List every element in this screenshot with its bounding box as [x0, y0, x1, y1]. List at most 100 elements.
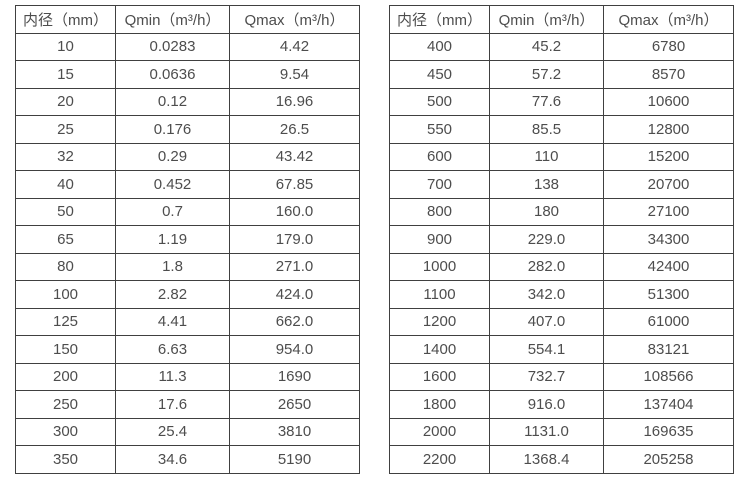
table-row: 150 6.63 954.0 [15, 335, 360, 364]
table-cell: 4.42 [229, 32, 360, 61]
table-cell: 282.0 [489, 252, 604, 281]
table-row: 15 0.0636 9.54 [15, 60, 360, 89]
table-row: 400 45.2 6780 [389, 32, 734, 61]
table-row: 25 0.176 26.5 [15, 115, 360, 144]
table-row: 20 0.12 16.96 [15, 87, 360, 116]
table-cell: 200 [15, 362, 116, 391]
column-header: Qmin（m³/h） [115, 5, 230, 34]
table-row: 2200 1368.4 205258 [389, 445, 734, 474]
table-cell: 0.176 [115, 115, 230, 144]
table-cell: 6.63 [115, 335, 230, 364]
table-cell: 229.0 [489, 225, 604, 254]
table-cell: 732.7 [489, 362, 604, 391]
table-cell: 11.3 [115, 362, 230, 391]
table-row: 550 85.5 12800 [389, 115, 734, 144]
table-row: 250 17.6 2650 [15, 390, 360, 419]
table-cell: 34.6 [115, 445, 230, 474]
table-cell: 45.2 [489, 32, 604, 61]
table-cell: 20 [15, 87, 116, 116]
table-cell: 15 [15, 60, 116, 89]
table-row: 100 2.82 424.0 [15, 280, 360, 309]
table-cell: 0.0283 [115, 32, 230, 61]
table-row: 1200 407.0 61000 [389, 307, 734, 336]
table-cell: 179.0 [229, 225, 360, 254]
table-cell: 350 [15, 445, 116, 474]
table-cell: 100 [15, 280, 116, 309]
table-cell: 1200 [389, 307, 490, 336]
table-cell: 1600 [389, 362, 490, 391]
table-row: 500 77.6 10600 [389, 87, 734, 116]
table-cell: 954.0 [229, 335, 360, 364]
table-cell: 0.452 [115, 170, 230, 199]
table-cell: 1000 [389, 252, 490, 281]
table-cell: 700 [389, 170, 490, 199]
table-cell: 1100 [389, 280, 490, 309]
table-cell: 342.0 [489, 280, 604, 309]
table-cell: 10 [15, 32, 116, 61]
table-cell: 205258 [603, 445, 734, 474]
table-cell: 500 [389, 87, 490, 116]
table-cell: 27100 [603, 197, 734, 226]
column-header: 内径（mm） [389, 5, 490, 34]
table-cell: 8570 [603, 60, 734, 89]
table-cell: 1800 [389, 390, 490, 419]
table-cell: 2650 [229, 390, 360, 419]
column-header: Qmax（m³/h） [229, 5, 360, 34]
table-cell: 40 [15, 170, 116, 199]
table-cell: 400 [389, 32, 490, 61]
table-cell: 6780 [603, 32, 734, 61]
table-cell: 4.41 [115, 307, 230, 336]
table-cell: 169635 [603, 417, 734, 446]
table-row: 600 110 15200 [389, 142, 734, 171]
table-row: 300 25.4 3810 [15, 417, 360, 446]
table-row: 200 11.3 1690 [15, 362, 360, 391]
table-cell: 1690 [229, 362, 360, 391]
table-cell: 900 [389, 225, 490, 254]
table-cell: 407.0 [489, 307, 604, 336]
table-cell: 43.42 [229, 142, 360, 171]
column-header: Qmax（m³/h） [603, 5, 734, 34]
table-row: 1800 916.0 137404 [389, 390, 734, 419]
table-row: 65 1.19 179.0 [15, 225, 360, 254]
table-row: 1600 732.7 108566 [389, 362, 734, 391]
table-cell: 137404 [603, 390, 734, 419]
table-cell: 17.6 [115, 390, 230, 419]
column-header: Qmin（m³/h） [489, 5, 604, 34]
table-cell: 3810 [229, 417, 360, 446]
table-cell: 450 [389, 60, 490, 89]
table-cell: 108566 [603, 362, 734, 391]
table-row: 2000 1131.0 169635 [389, 417, 734, 446]
table-cell: 25 [15, 115, 116, 144]
table-cell: 550 [389, 115, 490, 144]
table-cell: 138 [489, 170, 604, 199]
table-cell: 600 [389, 142, 490, 171]
table-row: 700 138 20700 [389, 170, 734, 199]
table-cell: 25.4 [115, 417, 230, 446]
table-cell: 2000 [389, 417, 490, 446]
table-row: 1100 342.0 51300 [389, 280, 734, 309]
table-cell: 0.29 [115, 142, 230, 171]
table-cell: 2200 [389, 445, 490, 474]
table-row: 450 57.2 8570 [389, 60, 734, 89]
flow-range-table-large-diameters: 内径（mm） Qmin（m³/h） Qmax（m³/h） 400 45.2 6780 45… [389, 5, 734, 474]
table-cell: 1131.0 [489, 417, 604, 446]
table-cell: 160.0 [229, 197, 360, 226]
table-cell: 12800 [603, 115, 734, 144]
table-row: 50 0.7 160.0 [15, 197, 360, 226]
table-cell: 85.5 [489, 115, 604, 144]
table-row: 32 0.29 43.42 [15, 142, 360, 171]
table-cell: 83121 [603, 335, 734, 364]
table-cell: 5190 [229, 445, 360, 474]
table-cell: 50 [15, 197, 116, 226]
table-row: 900 229.0 34300 [389, 225, 734, 254]
table-row: 80 1.8 271.0 [15, 252, 360, 281]
table-cell: 300 [15, 417, 116, 446]
table-cell: 42400 [603, 252, 734, 281]
table-cell: 34300 [603, 225, 734, 254]
table-cell: 150 [15, 335, 116, 364]
table-cell: 0.0636 [115, 60, 230, 89]
table-row: 10 0.0283 4.42 [15, 32, 360, 61]
table-row: 800 180 27100 [389, 197, 734, 226]
table-cell: 110 [489, 142, 604, 171]
table-cell: 26.5 [229, 115, 360, 144]
